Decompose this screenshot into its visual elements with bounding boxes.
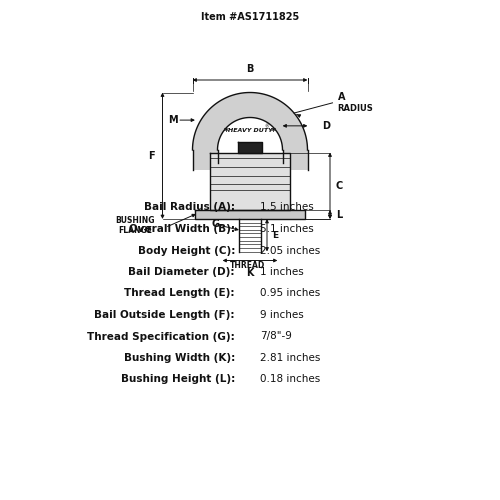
Text: A: A (338, 92, 345, 102)
Polygon shape (195, 210, 305, 219)
Text: B: B (246, 64, 254, 74)
Text: Thread Length (E):: Thread Length (E): (124, 288, 235, 298)
Text: 9 inches: 9 inches (260, 310, 304, 320)
Text: *: * (271, 127, 276, 137)
Text: FLANGE: FLANGE (118, 226, 152, 235)
Text: THREAD: THREAD (230, 260, 265, 270)
Polygon shape (192, 92, 308, 150)
Text: M: M (168, 115, 177, 125)
Text: Bushing Width (K):: Bushing Width (K): (124, 353, 235, 363)
Text: 2.05 inches: 2.05 inches (260, 246, 320, 256)
Text: Body Height (C):: Body Height (C): (138, 246, 235, 256)
Text: 7/8"-9: 7/8"-9 (260, 332, 292, 342)
Text: 1 inches: 1 inches (260, 267, 304, 277)
Text: G: G (211, 219, 219, 229)
Text: 0.95 inches: 0.95 inches (260, 288, 320, 298)
Text: Thread Specification (G):: Thread Specification (G): (88, 332, 235, 342)
Text: 0.18 inches: 0.18 inches (260, 374, 320, 384)
Text: Bail Diameter (D):: Bail Diameter (D): (128, 267, 235, 277)
Text: BUSHING: BUSHING (115, 216, 155, 225)
Text: Overall Width (B):: Overall Width (B): (129, 224, 235, 234)
Text: Bushing Height (L):: Bushing Height (L): (121, 374, 235, 384)
Text: 5.1 inches: 5.1 inches (260, 224, 314, 234)
Polygon shape (210, 152, 290, 210)
Text: E: E (272, 231, 278, 240)
Text: ®: ® (264, 124, 269, 129)
Text: L: L (336, 210, 342, 220)
Polygon shape (192, 150, 218, 170)
Text: K: K (246, 268, 254, 278)
Text: Bail Outside Length (F):: Bail Outside Length (F): (94, 310, 235, 320)
Polygon shape (238, 142, 262, 152)
Text: C: C (336, 180, 343, 190)
Text: 2.81 inches: 2.81 inches (260, 353, 320, 363)
Text: *: * (224, 127, 229, 137)
Text: 1.5 inches: 1.5 inches (260, 202, 314, 212)
Polygon shape (282, 150, 308, 170)
Text: HEAVY DUTY: HEAVY DUTY (228, 128, 272, 133)
Text: Item #AS1711825: Item #AS1711825 (201, 12, 299, 22)
Text: RADIUS: RADIUS (338, 104, 373, 113)
Text: D: D (322, 121, 330, 131)
Text: F: F (148, 151, 155, 161)
Text: Bail Radius (A):: Bail Radius (A): (144, 202, 235, 212)
